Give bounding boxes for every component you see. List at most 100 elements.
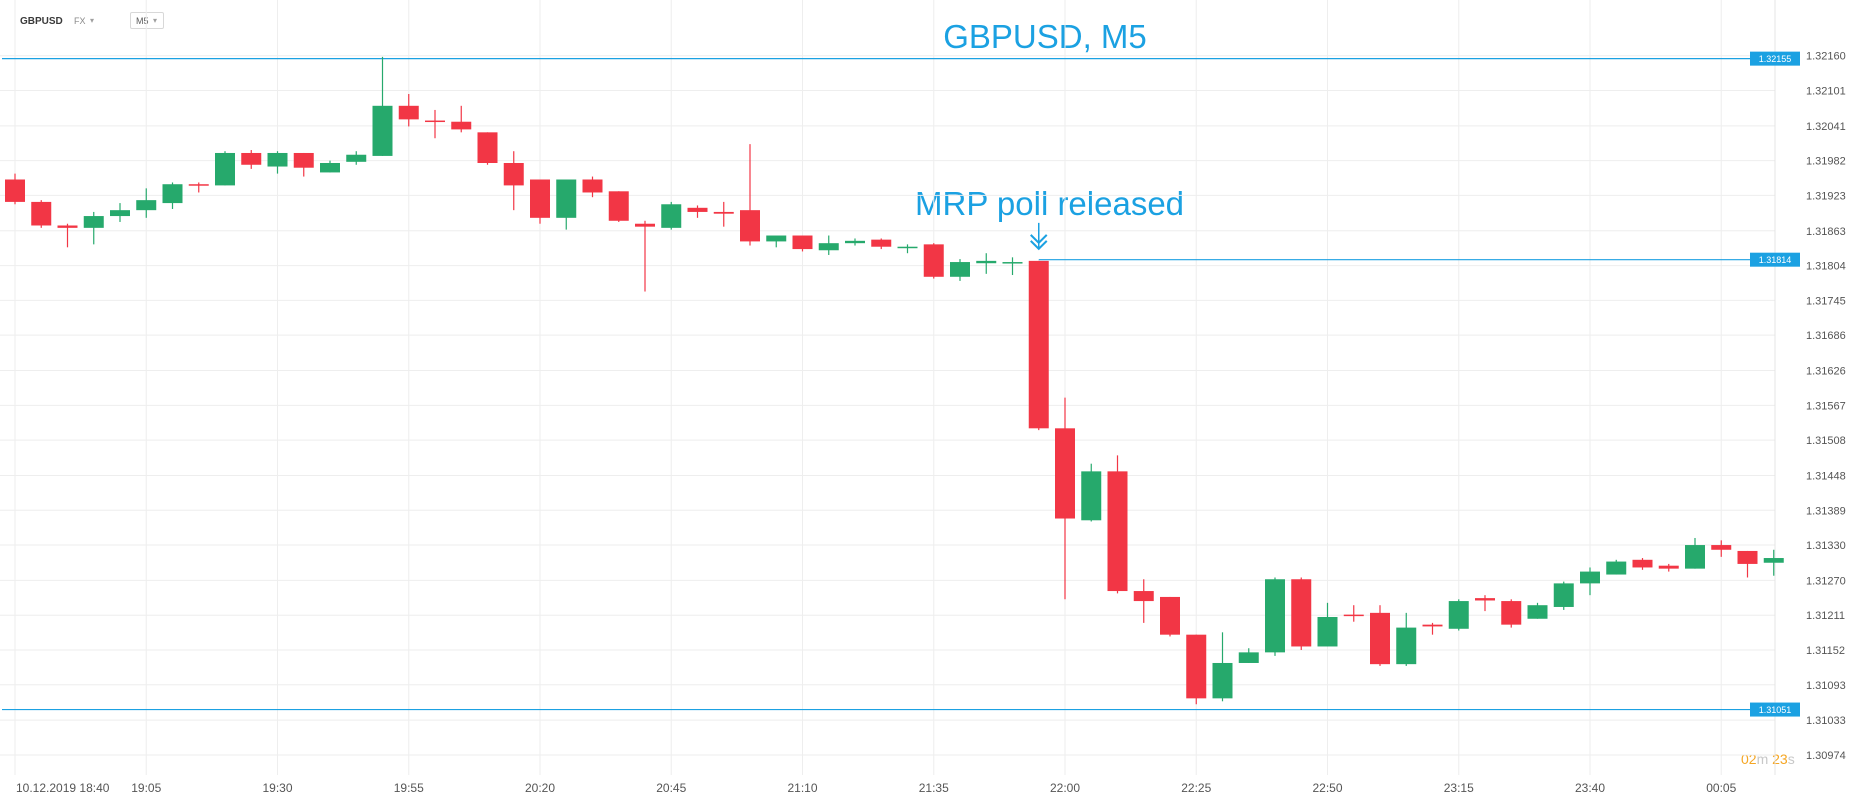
candle-body bbox=[477, 132, 498, 163]
candle-body bbox=[845, 240, 865, 244]
candle-body bbox=[1711, 545, 1732, 550]
candle-body bbox=[1448, 601, 1469, 629]
candle-body bbox=[1133, 591, 1154, 602]
candle-body bbox=[503, 162, 524, 186]
candle-body bbox=[1055, 428, 1075, 519]
y-tick-label: 1.31093 bbox=[1806, 680, 1846, 692]
candle-body bbox=[1317, 616, 1338, 647]
candle-body bbox=[1370, 612, 1390, 665]
candle-body bbox=[1107, 471, 1128, 592]
y-tick-label: 1.31508 bbox=[1806, 435, 1846, 447]
candle-body bbox=[713, 211, 734, 214]
candle-body bbox=[1186, 634, 1207, 699]
countdown-seconds-unit: s bbox=[1787, 751, 1795, 767]
candle-body bbox=[1527, 605, 1548, 619]
y-tick-label: 1.31152 bbox=[1806, 645, 1845, 657]
candle-body bbox=[1553, 583, 1574, 607]
candle-body bbox=[1737, 550, 1758, 564]
candle-body bbox=[451, 121, 472, 130]
candle-body bbox=[293, 152, 314, 168]
candle-body bbox=[818, 243, 839, 251]
y-tick-label: 1.31626 bbox=[1806, 366, 1846, 378]
x-tick-label: 22:00 bbox=[1050, 781, 1080, 795]
candle-body bbox=[897, 246, 918, 249]
candle-body bbox=[950, 262, 970, 277]
candle-body bbox=[1606, 561, 1627, 575]
x-tick-label: 21:35 bbox=[919, 781, 949, 795]
x-tick-label: 19:05 bbox=[131, 781, 161, 795]
candle-body bbox=[608, 191, 629, 221]
candle-body bbox=[871, 239, 892, 247]
candle-body bbox=[1291, 579, 1312, 647]
symbol-selector[interactable]: GBPUSD bbox=[20, 16, 63, 27]
x-tick-label: 20:20 bbox=[525, 781, 555, 795]
chart-toolbar: GBPUSD FX ▾ M5 ▾ bbox=[0, 0, 300, 36]
y-tick-label: 1.31567 bbox=[1806, 400, 1846, 412]
candle-body bbox=[1343, 614, 1364, 617]
x-tick-label: 23:40 bbox=[1575, 781, 1605, 795]
x-tick-label: 22:25 bbox=[1181, 781, 1211, 795]
y-tick-label: 1.31863 bbox=[1806, 226, 1846, 238]
candle-body bbox=[57, 225, 78, 228]
level-price-label: 1.31051 bbox=[1759, 705, 1792, 715]
annotation-label: MRP poll released bbox=[915, 185, 1185, 222]
candle-body bbox=[530, 179, 550, 218]
timeframe-dropdown[interactable]: M5 ▾ bbox=[130, 12, 164, 29]
candle-body bbox=[83, 216, 104, 228]
y-tick-label: 1.31804 bbox=[1806, 261, 1846, 273]
x-tick-label: 20:45 bbox=[656, 781, 686, 795]
candle-body bbox=[556, 179, 577, 218]
y-tick-label: 1.31330 bbox=[1806, 540, 1846, 552]
candle-body bbox=[1081, 471, 1102, 521]
level-price-label: 1.31814 bbox=[1759, 255, 1792, 265]
level-price-tag bbox=[1750, 702, 1800, 717]
y-tick-label: 1.30974 bbox=[1806, 750, 1846, 762]
level-price-tag bbox=[1750, 51, 1800, 66]
candle-body bbox=[425, 120, 445, 123]
candle-body bbox=[766, 235, 787, 242]
candle-body bbox=[1501, 601, 1522, 625]
level-price-tag bbox=[1750, 252, 1800, 267]
x-tick-label: 21:10 bbox=[787, 781, 817, 795]
x-tick-label: 19:30 bbox=[262, 781, 292, 795]
candle-body bbox=[1160, 596, 1180, 635]
candle-body bbox=[162, 184, 183, 204]
chevron-down-icon[interactable]: ▾ bbox=[90, 16, 95, 25]
y-tick-label: 1.31211 bbox=[1806, 610, 1845, 622]
candle-body bbox=[1658, 565, 1679, 569]
candle-body bbox=[1002, 262, 1023, 264]
market-label: FX bbox=[74, 16, 86, 26]
x-tick-label: 00:05 bbox=[1706, 781, 1736, 795]
candle-body bbox=[110, 210, 130, 217]
candle-body bbox=[976, 260, 997, 264]
candle-body bbox=[923, 244, 944, 277]
x-tick-label: 22:50 bbox=[1312, 781, 1342, 795]
chart-title: GBPUSD, M5 bbox=[943, 18, 1147, 55]
y-tick-label: 1.31923 bbox=[1806, 190, 1846, 202]
candle-body bbox=[582, 179, 603, 193]
candle-body bbox=[267, 152, 288, 167]
candle-body bbox=[136, 200, 157, 211]
countdown-seconds: 23 bbox=[1772, 751, 1788, 767]
y-tick-label: 1.31982 bbox=[1806, 156, 1846, 168]
candle-body bbox=[1212, 662, 1233, 699]
candle-body bbox=[372, 105, 393, 156]
y-tick-label: 1.32160 bbox=[1806, 51, 1846, 63]
candle-body bbox=[661, 204, 682, 228]
candle-body bbox=[188, 184, 209, 186]
y-tick-label: 1.32041 bbox=[1806, 121, 1846, 133]
candle-body bbox=[1475, 598, 1495, 601]
candle-body bbox=[320, 162, 340, 173]
y-tick-label: 1.31448 bbox=[1806, 470, 1846, 482]
candle-body bbox=[346, 154, 367, 162]
candle-body bbox=[1685, 545, 1705, 569]
y-tick-label: 1.31033 bbox=[1806, 715, 1846, 727]
countdown-minutes-unit: m bbox=[1756, 751, 1769, 767]
x-tick-label: 10.12.2019 18:40 bbox=[16, 781, 110, 795]
candle-body bbox=[5, 179, 25, 202]
candle-body bbox=[1580, 571, 1600, 584]
chevron-down-icon: ▾ bbox=[153, 16, 158, 25]
candle-body bbox=[740, 210, 760, 242]
timeframe-label: M5 bbox=[136, 16, 149, 26]
